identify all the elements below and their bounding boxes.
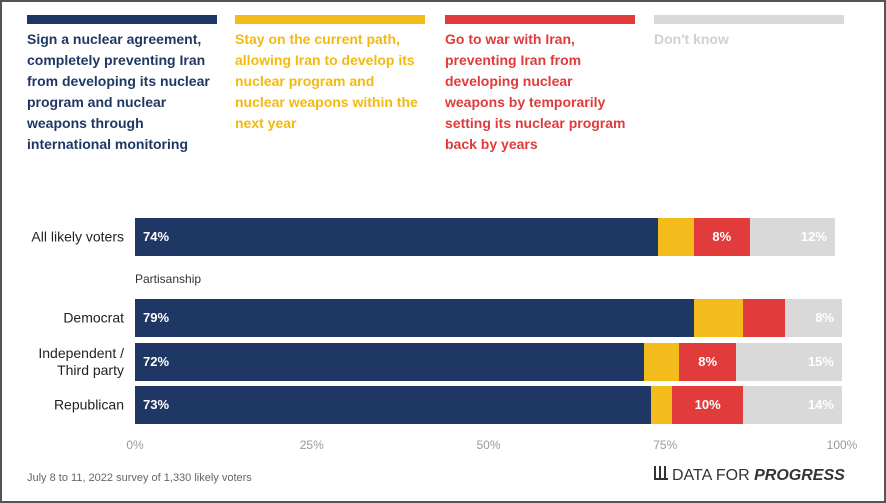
bar-segment: 72% xyxy=(135,343,645,381)
legend-label: Don't know xyxy=(654,31,729,47)
value-label: 10% xyxy=(694,397,721,412)
logo-icon xyxy=(654,466,668,480)
bar-segment xyxy=(693,299,743,337)
bar-row: 73% 10% 14% xyxy=(135,386,842,424)
value-label: 15% xyxy=(807,354,834,369)
x-tick-label: 0% xyxy=(126,438,144,452)
legend-label: Sign a nuclear agreement, completely pre… xyxy=(27,31,210,152)
bar-segment: 12% xyxy=(750,218,835,256)
bar-segment: 8% xyxy=(693,218,751,256)
x-tick-label: 25% xyxy=(299,438,324,452)
brand-logo: DATA FOR PROGRESS xyxy=(654,466,845,485)
source-note: July 8 to 11, 2022 survey of 1,330 likel… xyxy=(27,472,252,484)
value-label: 14% xyxy=(807,397,834,412)
bar-segment: 15% xyxy=(735,343,842,381)
value-label: 73% xyxy=(143,397,170,412)
bar-segment xyxy=(658,218,694,256)
category-label: Democrat xyxy=(63,309,124,326)
legend-swatch xyxy=(445,15,635,24)
value-label: 72% xyxy=(143,354,170,369)
legend-swatch xyxy=(27,15,217,24)
bar-segment: 8% xyxy=(679,343,736,381)
bar-segment xyxy=(743,299,786,337)
bar-segment: 79% xyxy=(135,299,694,337)
legend-label: Stay on the current path, allowing Iran … xyxy=(235,31,418,131)
value-label: 8% xyxy=(698,354,718,369)
brand-prefix: DATA FOR xyxy=(672,467,750,484)
legend-swatch xyxy=(654,15,844,24)
brand-emphasis: PROGRESS xyxy=(754,467,845,484)
bar-row: 79% 8% xyxy=(135,299,842,337)
value-label: 79% xyxy=(143,310,170,325)
value-label: 8% xyxy=(712,229,732,244)
category-label: Independent / Third party xyxy=(38,345,124,378)
bar-segment: 8% xyxy=(785,299,842,337)
bar-segment: 73% xyxy=(135,386,652,424)
bar-segment xyxy=(644,343,680,381)
bar-segment: 74% xyxy=(135,218,659,256)
x-tick-label: 50% xyxy=(476,438,501,452)
legend-label: Go to war with Iran, preventing Iran fro… xyxy=(445,31,626,152)
bar-row: 74% 8% 12% xyxy=(135,218,842,256)
bar-segment xyxy=(651,386,673,424)
bar-segment: 14% xyxy=(743,386,842,424)
bar-segment: 10% xyxy=(672,386,743,424)
x-tick-label: 75% xyxy=(653,438,678,452)
value-label: 74% xyxy=(143,229,170,244)
category-label: Republican xyxy=(53,396,124,413)
group-label: Partisanship xyxy=(135,272,202,286)
category-label: All likely voters xyxy=(31,228,124,245)
bar-row: 72% 8% 15% xyxy=(135,343,842,381)
legend-swatch xyxy=(235,15,425,24)
x-tick-label: 100% xyxy=(826,438,858,452)
value-label: 12% xyxy=(800,229,827,244)
value-label: 8% xyxy=(815,310,834,325)
